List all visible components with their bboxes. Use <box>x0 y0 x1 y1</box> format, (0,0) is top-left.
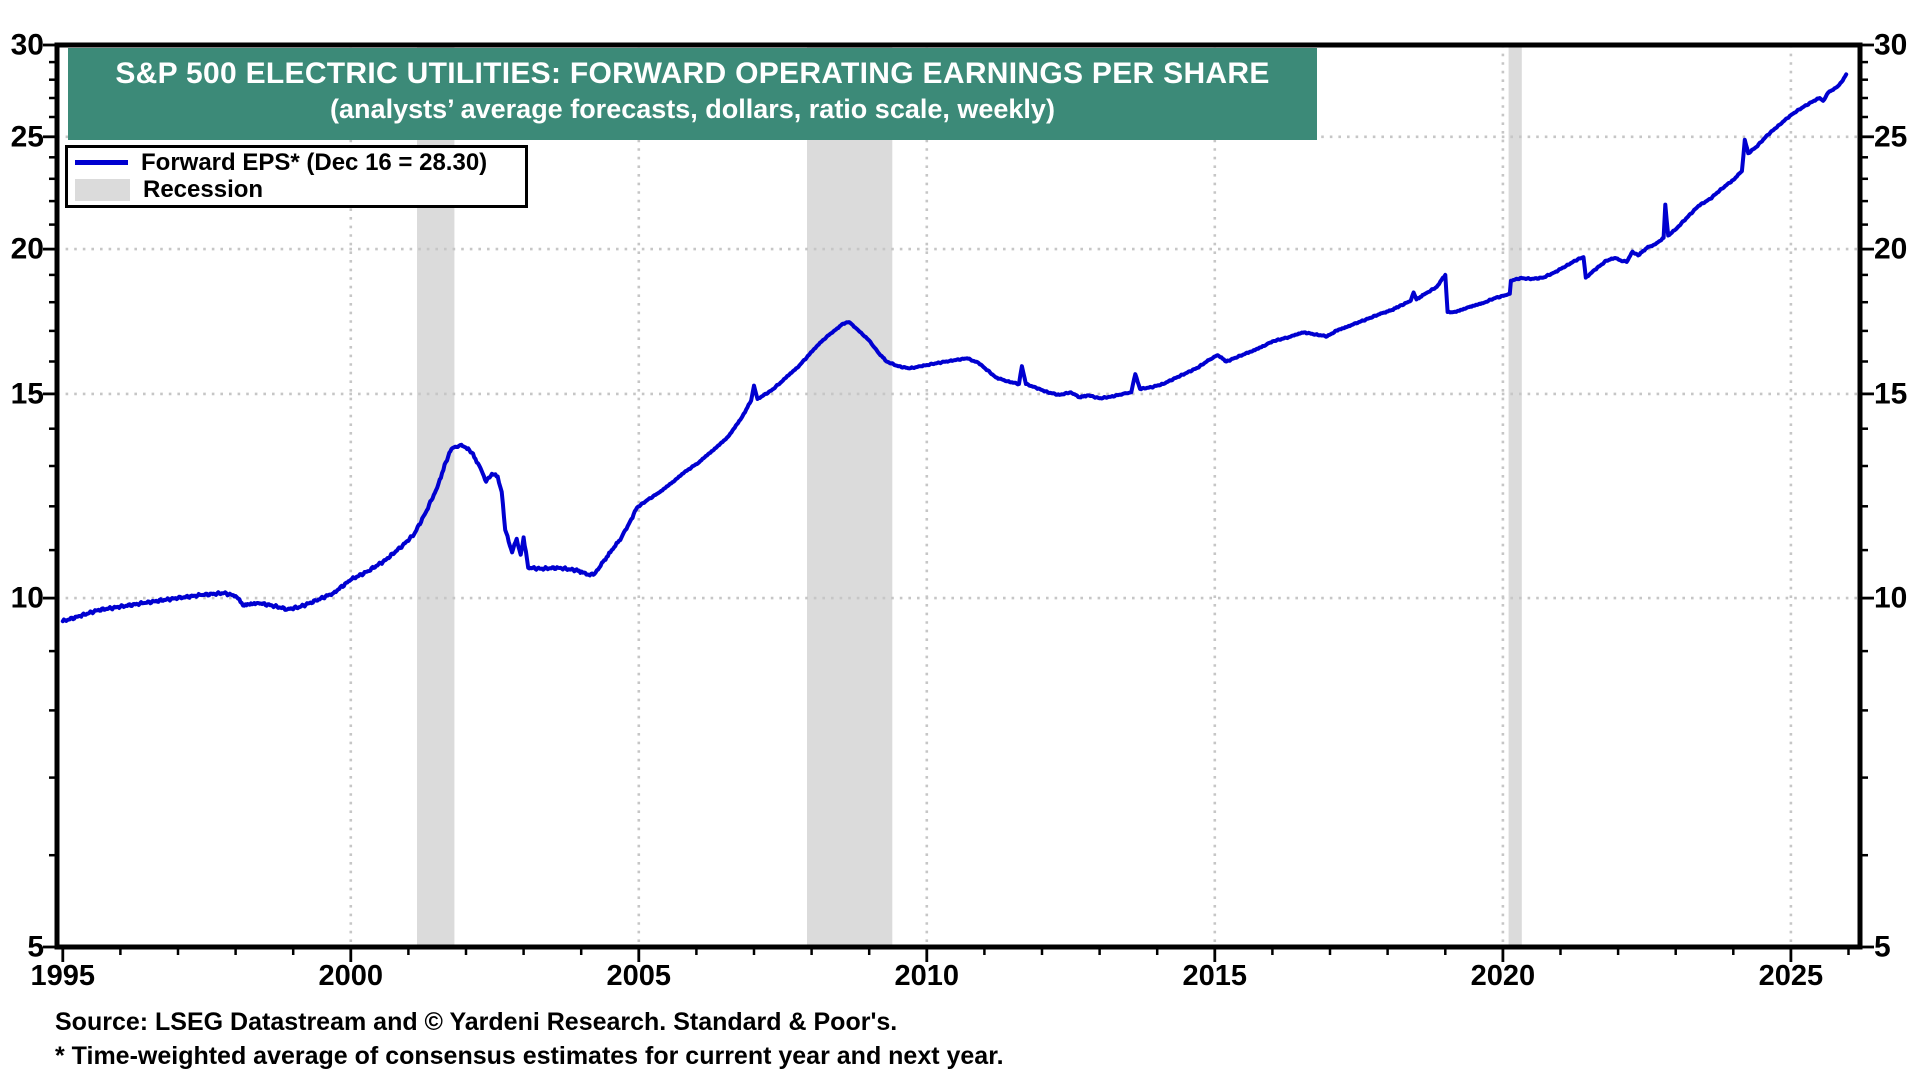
x-axis-label-2005: 2005 <box>607 960 672 992</box>
y-axis-label-right-20: 20 <box>1874 233 1907 266</box>
plot-frame <box>54 42 1863 950</box>
legend-row-forward-eps: Forward EPS* (Dec 16 = 28.30) <box>75 148 525 176</box>
y-axis-label-right-5: 5 <box>1874 931 1891 964</box>
legend-series-label: Forward EPS* (Dec 16 = 28.30) <box>141 148 488 176</box>
forward-eps-line <box>60 72 1849 624</box>
forward-eps-line-swatch <box>75 160 128 166</box>
y-axis-label-right-15: 15 <box>1874 377 1907 410</box>
x-axis-label-2015: 2015 <box>1183 960 1248 992</box>
y-axis-label-left-20: 20 <box>11 233 44 266</box>
chart-subtitle: (analysts’ average forecasts, dollars, r… <box>330 94 1055 124</box>
x-axis-label-2010: 2010 <box>895 960 960 992</box>
chart-title-banner: S&P 500 ELECTRIC UTILITIES: FORWARD OPER… <box>68 48 1317 140</box>
y-axis-label-left-10: 10 <box>11 582 44 615</box>
y-axis-label-left-25: 25 <box>11 120 44 153</box>
x-axis-label-2025: 2025 <box>1759 960 1824 992</box>
chart-title: S&P 500 ELECTRIC UTILITIES: FORWARD OPER… <box>115 57 1270 90</box>
recession-swatch <box>75 179 130 202</box>
legend-recession-label: Recession <box>143 176 264 204</box>
y-axis-label-left-15: 15 <box>11 377 44 410</box>
legend: Forward EPS* (Dec 16 = 28.30) Recession <box>65 145 528 208</box>
x-axis-label-2000: 2000 <box>319 960 384 992</box>
footnote: * Time-weighted average of consensus est… <box>55 1042 1004 1070</box>
legend-row-recession: Recession <box>75 176 525 204</box>
x-axis-label-2020: 2020 <box>1471 960 1536 992</box>
y-axis-label-right-30: 30 <box>1874 29 1907 62</box>
y-axis-label-left-5: 5 <box>27 931 44 964</box>
y-axis-label-left-30: 30 <box>11 29 44 62</box>
y-axis-label-right-25: 25 <box>1874 120 1907 153</box>
source-note: Source: LSEG Datastream and © Yardeni Re… <box>55 1008 898 1036</box>
x-axis-label-1995: 1995 <box>31 960 96 992</box>
y-axis-label-right-10: 10 <box>1874 582 1907 615</box>
recession-band <box>807 45 893 947</box>
recession-band <box>1508 45 1522 947</box>
